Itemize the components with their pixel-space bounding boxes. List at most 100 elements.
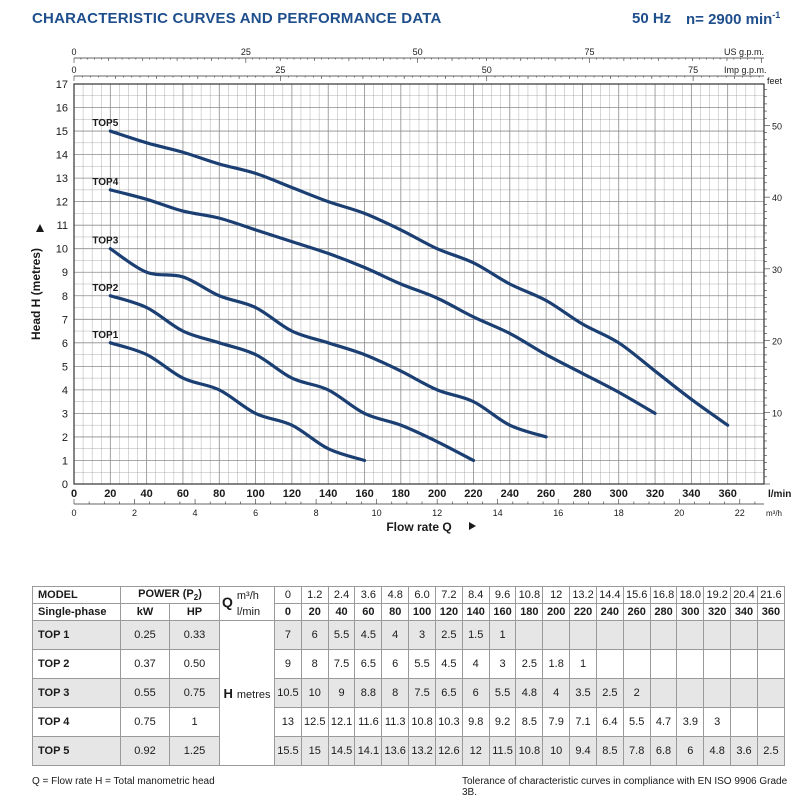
x-unit-label: l/min: [768, 489, 791, 500]
lmin-cell: 40: [327, 603, 356, 621]
head-value: 11.5: [488, 736, 517, 766]
y-tick-label: 2: [62, 432, 68, 444]
x-tick-label: 300: [610, 488, 628, 500]
head-value: [676, 620, 705, 650]
kw-header: kW: [120, 603, 170, 621]
hp-value: 0.50: [169, 649, 220, 679]
head-value: [622, 620, 651, 650]
head-value: 14.5: [327, 736, 356, 766]
head-value: 2.5: [515, 649, 544, 679]
curve-label-top5: TOP5: [92, 118, 118, 129]
m3h-cell: 4.8: [381, 586, 410, 604]
head-value: 10.5: [274, 678, 302, 708]
head-value: 14.1: [354, 736, 383, 766]
head-value: [730, 649, 758, 679]
m3h-cell: 0: [274, 586, 302, 604]
page-title: CHARACTERISTIC CURVES AND PERFORMANCE DA…: [32, 10, 442, 27]
lmin-cell: 280: [649, 603, 678, 621]
curve-top5: [108, 129, 730, 427]
m3h-cell: 6.0: [408, 586, 436, 604]
us-gpm-tick-label: 0: [71, 47, 76, 57]
m3h-tick-label: 0: [71, 508, 76, 518]
m3h-cell: 2.4: [327, 586, 356, 604]
x-tick-label: 260: [537, 488, 555, 500]
imp-gpm-tick-label: 50: [482, 65, 492, 75]
head-value: 4.8: [515, 678, 544, 708]
head-value: 2.5: [756, 736, 786, 766]
metres-label: metres: [236, 688, 271, 701]
y-tick-label: 1: [62, 455, 68, 467]
head-value: [676, 649, 705, 679]
curve-top1: [108, 341, 367, 463]
m3h-cell: 7.2: [434, 586, 463, 604]
head-value: 1.8: [542, 649, 571, 679]
lmin-cell: 60: [354, 603, 383, 621]
head-value: 1: [569, 649, 597, 679]
m3h-cell: 9.6: [488, 586, 517, 604]
head-value: 6: [676, 736, 705, 766]
x-tick-label: 200: [428, 488, 446, 500]
x-tick-label: 360: [719, 488, 737, 500]
right-axis-label: feet: [767, 76, 783, 86]
curve-label-top2: TOP2: [92, 283, 118, 294]
head-value: 10.3: [434, 707, 463, 737]
head-value: [756, 678, 786, 708]
table-row: TOP 2 0.37 0.50 9 8 7.5 6.5 6 5.5 4.5 4 3 2.5 1.8 1: [32, 649, 786, 679]
head-value: 8: [381, 678, 410, 708]
m3h-cell: 15.6: [622, 586, 651, 604]
x-tick-label: 220: [464, 488, 482, 500]
m3h-cell: 19.2: [703, 586, 732, 604]
y-tick-label: 12: [56, 197, 68, 209]
footer-tolerance: Tolerance of characteristic curves in co…: [462, 776, 788, 798]
hp-value: 0.75: [169, 678, 220, 708]
footer-legend: Q = Flow rate H = Total manometric head: [32, 776, 215, 787]
power-header-text: POWER (P: [138, 587, 194, 600]
lmin-cell: 0: [274, 603, 302, 621]
model-name: TOP 2: [32, 649, 121, 679]
table-header-row: Single-phase kW HP 0 20 40 60 80 100 120 140 160 180…: [32, 603, 786, 621]
imp-gpm-unit-label: Imp g.p.m.: [724, 65, 767, 75]
lmin-cell: 200: [542, 603, 571, 621]
head-value: 7.5: [327, 649, 356, 679]
head-value: 5.5: [622, 707, 651, 737]
x-tick-label: 20: [104, 488, 116, 500]
x-tick-label: 320: [646, 488, 664, 500]
y-tick-label: 3: [62, 408, 68, 420]
head-value: 2.5: [434, 620, 463, 650]
us-gpm-tick-label: 25: [241, 47, 251, 57]
y-tick-label: 6: [62, 338, 68, 350]
right-tick-label: 20: [772, 337, 782, 347]
q-label: Q: [222, 593, 233, 610]
us-gpm-tick-label: 50: [413, 47, 423, 57]
head-value: [730, 620, 758, 650]
m3h-tick-label: 8: [314, 508, 319, 518]
x-tick-label: 80: [213, 488, 225, 500]
head-value: 10: [300, 678, 329, 708]
head-value: 13.6: [381, 736, 410, 766]
m3h-tick-label: 12: [432, 508, 442, 518]
curve-label-top3: TOP3: [92, 236, 118, 247]
lmin-cell: 100: [408, 603, 436, 621]
head-value: [703, 678, 732, 708]
single-phase-label: Single-phase: [32, 603, 121, 621]
y-axis-label: Head H (metres): [29, 248, 43, 340]
head-value: 2.5: [595, 678, 624, 708]
x-tick-label: 60: [177, 488, 189, 500]
head-value: 4: [461, 649, 490, 679]
x-tick-label: 120: [283, 488, 301, 500]
power-header-close: ): [198, 587, 202, 600]
m3h-unit: m³/h: [236, 589, 259, 602]
frequency-label: 50 Hz: [632, 10, 672, 27]
right-tick-label: 40: [772, 193, 782, 203]
x-tick-label-zero: 0: [71, 488, 77, 500]
head-value: [569, 620, 597, 650]
head-value: 9.8: [461, 707, 490, 737]
hp-value: 1.25: [169, 736, 220, 766]
lmin-cell: 180: [515, 603, 544, 621]
head-value: 15.5: [274, 736, 302, 766]
head-value: 11.3: [381, 707, 410, 737]
